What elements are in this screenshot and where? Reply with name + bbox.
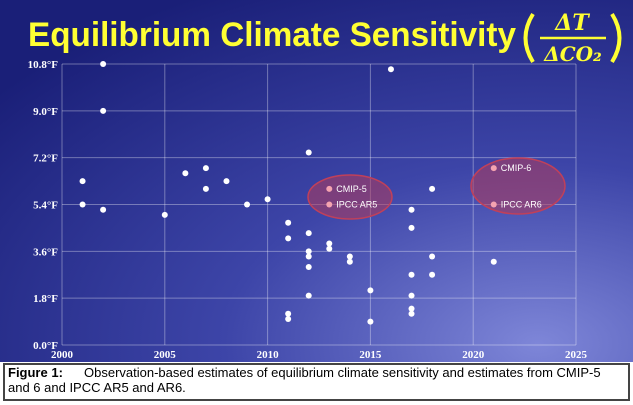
data-point (161, 211, 168, 218)
data-point (305, 292, 312, 299)
data-point (100, 61, 107, 67)
point-label: CMIP-5 (336, 184, 367, 194)
data-point (490, 165, 497, 172)
caption: Figure 1: Observation-based estimates of … (3, 363, 630, 401)
data-point (305, 149, 312, 156)
parenthesis (523, 12, 535, 64)
data-point (367, 318, 374, 325)
data-point (79, 178, 86, 185)
data-point (100, 107, 107, 114)
data-point (202, 165, 209, 172)
highlight-ellipse (470, 157, 566, 215)
data-point (305, 230, 312, 237)
data-point (202, 185, 209, 192)
data-point (326, 245, 333, 252)
highlight-ellipse (307, 174, 393, 220)
data-point (305, 248, 312, 255)
data-point (264, 196, 271, 203)
data-point (490, 258, 497, 265)
data-point (326, 240, 333, 247)
x-tick-label: 2005 (154, 349, 177, 361)
data-point (490, 201, 497, 208)
y-tick-label: 10.8°F (28, 59, 59, 71)
x-tick-label: 2000 (51, 349, 74, 361)
point-label: CMIP-6 (501, 163, 532, 173)
x-tick-label: 2015 (359, 349, 382, 361)
data-point (429, 271, 436, 278)
data-point (285, 310, 292, 317)
y-tick-label: 3.6°F (33, 246, 58, 258)
data-point (244, 201, 251, 208)
point-label: IPCC AR5 (336, 200, 377, 210)
data-point (346, 253, 353, 260)
title-denominator: ΔCO₂ (543, 42, 602, 66)
data-point (305, 253, 312, 260)
data-point (429, 253, 436, 260)
y-tick-label: 1.8°F (33, 293, 58, 305)
data-point (408, 305, 415, 312)
data-point (305, 263, 312, 270)
data-point (387, 66, 394, 73)
data-point (408, 224, 415, 231)
data-point (367, 287, 374, 294)
data-point (223, 178, 230, 185)
data-point (408, 292, 415, 299)
point-label: IPCC AR6 (501, 200, 542, 210)
data-point (100, 206, 107, 213)
chart: Equilibrium Climate Sensitivity ΔT ΔCO₂ … (0, 0, 633, 362)
chart-title: Equilibrium Climate Sensitivity (28, 16, 516, 54)
y-tick-label: 9.0°F (33, 106, 58, 118)
x-tick-label: 2020 (462, 349, 485, 361)
y-tick-label: 5.4°F (33, 200, 58, 212)
data-point (285, 315, 292, 322)
data-point (326, 201, 333, 208)
data-point (79, 201, 86, 208)
caption-label: Figure 1: (8, 365, 63, 380)
y-tick-label: 0.0°F (33, 340, 58, 352)
data-point (326, 185, 333, 192)
data-point (285, 219, 292, 226)
data-point (408, 310, 415, 317)
parenthesis (610, 12, 622, 64)
data-point (182, 170, 189, 177)
data-point (408, 271, 415, 278)
y-tick-label: 7.2°F (33, 153, 58, 165)
title-numerator: ΔT (554, 10, 590, 36)
data-point (429, 185, 436, 192)
data-point (346, 258, 353, 265)
data-point (285, 235, 292, 242)
data-point (408, 206, 415, 213)
x-tick-label: 2010 (257, 349, 280, 361)
x-tick-label: 2025 (565, 349, 588, 361)
caption-text: Observation-based estimates of equilibri… (8, 365, 601, 395)
